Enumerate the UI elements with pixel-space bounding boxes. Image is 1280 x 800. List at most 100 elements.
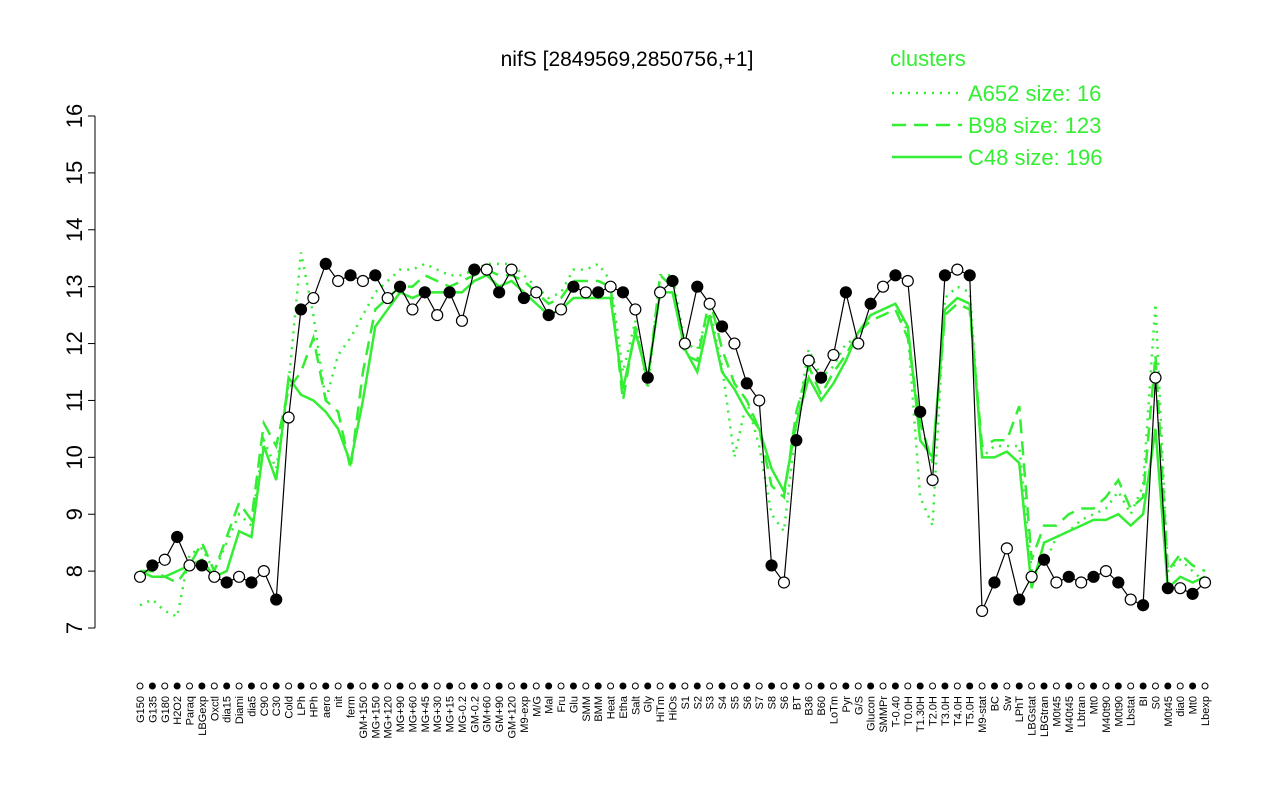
expression-point [641, 371, 654, 384]
expression-point [876, 280, 890, 293]
rug-marker [966, 682, 974, 690]
x-tick-label: MG+150 [370, 696, 382, 739]
x-tick-label: Paraq [185, 696, 197, 725]
expression-point [542, 309, 555, 322]
expression-point [1186, 587, 1199, 600]
expression-point [443, 286, 456, 299]
x-tick-label: BT [791, 696, 803, 710]
x-tick-label: MG+120 [383, 696, 395, 739]
legend-label: C48 size: 196 [968, 145, 1103, 170]
x-tick-label: S4 [717, 696, 729, 709]
rug-marker [978, 682, 986, 690]
rug-marker [421, 682, 429, 690]
rug-marker [1003, 682, 1011, 690]
expression-point [901, 274, 914, 288]
expression-point [654, 286, 667, 299]
rug-marker [656, 682, 664, 690]
expression-point [975, 604, 989, 618]
x-tick-label: G180 [160, 696, 172, 723]
rug-marker [1189, 682, 1197, 690]
expression-point [356, 274, 370, 288]
x-tick-label: C90 [259, 696, 271, 716]
x-tick-label: LPhT [1014, 696, 1026, 723]
rug-marker [446, 682, 454, 690]
y-tick-label: 10 [62, 445, 87, 469]
expression-point [864, 297, 877, 310]
rug-marker [693, 682, 701, 690]
cluster-line [139, 273, 1206, 591]
expression-point [1161, 582, 1174, 595]
x-tick-label: Gly [643, 696, 655, 713]
expression-point [232, 570, 246, 583]
x-tick-label: M/G [531, 696, 543, 717]
expression-point [554, 303, 568, 316]
x-tick-label: Lbtran [1076, 696, 1088, 727]
expression-point [777, 576, 791, 589]
rug-marker [247, 682, 255, 690]
rug-marker [1164, 682, 1172, 690]
rug-marker [483, 682, 491, 690]
rug-marker [384, 682, 392, 690]
expression-point [146, 559, 159, 572]
rug-marker [631, 682, 639, 690]
rug-marker [1114, 682, 1122, 690]
rug-marker [929, 682, 937, 690]
rug-marker [706, 682, 714, 690]
rug-marker [1015, 682, 1023, 690]
expression-point [270, 593, 283, 606]
expression-point [678, 337, 691, 350]
rug-marker [359, 682, 367, 690]
rug-marker [173, 682, 181, 690]
rug-marker [260, 682, 268, 690]
x-tick-label: Mt0 [1089, 696, 1101, 714]
expression-point [567, 280, 580, 293]
rug-marker [1139, 682, 1147, 690]
expression-point [926, 473, 939, 487]
expression-point [815, 371, 828, 384]
rug-marker [322, 682, 330, 690]
expression-point [1124, 593, 1137, 606]
rug-marker [607, 682, 615, 690]
x-tick-label: Mal [544, 696, 556, 714]
rug-marker [1176, 682, 1184, 690]
y-tick-label: 16 [62, 104, 87, 128]
expression-point [158, 553, 171, 566]
rug-marker [186, 682, 194, 690]
rug-marker [1065, 682, 1073, 690]
expression-point [369, 269, 382, 282]
rug-marker [619, 682, 627, 690]
x-tick-label: LBGstat [1027, 696, 1039, 736]
rug-marker [161, 682, 169, 690]
x-tick-label: Pyr [841, 696, 853, 713]
x-tick-label: M40t45 [1064, 696, 1076, 733]
expression-point [171, 530, 184, 544]
expression-point [592, 286, 605, 299]
rug-marker [520, 682, 528, 690]
rug-marker [508, 682, 516, 690]
rug-marker [334, 682, 342, 690]
rug-marker [879, 682, 887, 690]
cluster-line [140, 268, 1206, 585]
expression-point [505, 263, 518, 276]
x-tick-label: Mt0 [1188, 696, 1200, 714]
x-tick-label: MG-0.2 [457, 696, 469, 733]
expression-point [1099, 565, 1113, 578]
rug-marker [817, 682, 825, 690]
expression-point [282, 411, 295, 424]
y-tick-label: 11 [62, 389, 87, 412]
rug-marker [396, 682, 404, 690]
rug-marker [136, 682, 144, 690]
rug-marker [730, 682, 738, 690]
x-tick-label: MG+60 [407, 696, 419, 732]
rug-marker [768, 682, 776, 690]
rug-marker [309, 682, 317, 690]
x-tick-label: MG+45 [420, 696, 432, 732]
expression-point [963, 269, 976, 282]
rug-marker [644, 682, 652, 690]
x-tick-label: Glucon [866, 696, 878, 731]
x-tick-label: BMM [593, 696, 605, 722]
expression-point [938, 269, 952, 282]
x-tick-label: Diami [234, 696, 246, 724]
x-tick-label: HiTm [655, 696, 667, 722]
expression-point [1174, 582, 1187, 595]
